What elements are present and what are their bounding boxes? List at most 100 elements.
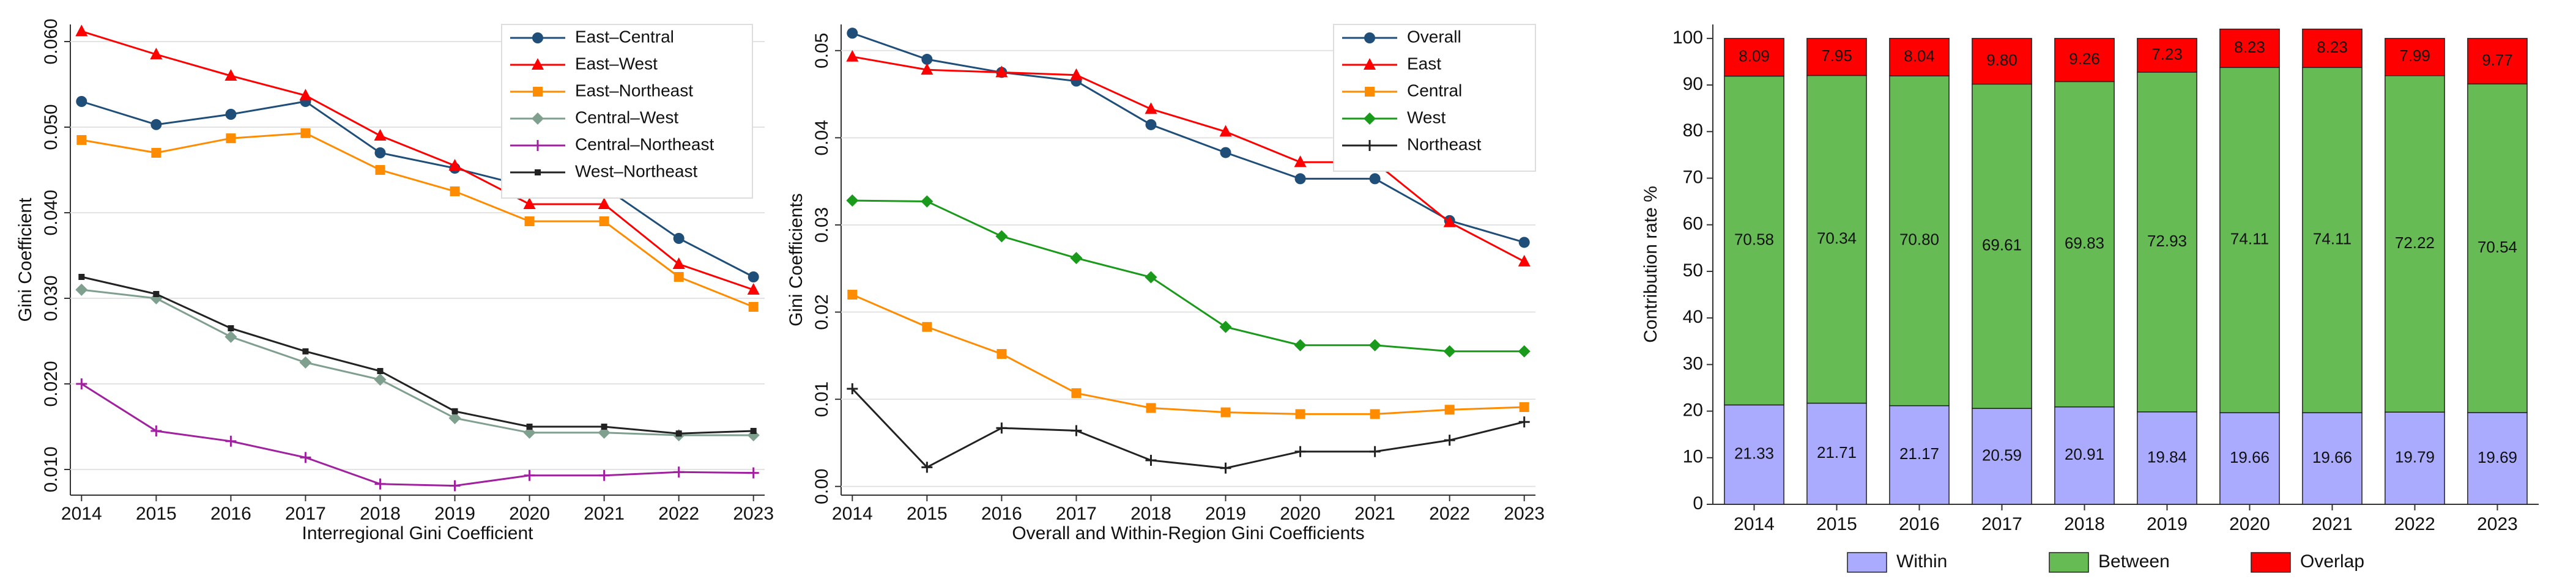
marker	[1519, 402, 1529, 412]
x-tick-label: 2018	[1130, 504, 1171, 524]
x-tick-label: 2018	[2064, 514, 2105, 534]
marker	[374, 129, 387, 141]
marker	[532, 112, 544, 125]
y-tick-label: 0.030	[41, 275, 61, 321]
bar-segment	[2385, 411, 2445, 505]
marker	[523, 197, 536, 209]
marker	[76, 96, 87, 107]
marker	[1364, 58, 1376, 70]
x-tick-label: 2020	[1280, 504, 1321, 524]
marker	[1070, 68, 1083, 80]
y-axis-title: Gini Coefficients	[786, 193, 806, 326]
marker	[921, 54, 933, 65]
x-tick-label: 2019	[1205, 504, 1246, 524]
marker	[598, 469, 610, 481]
legend-label: Northeast	[1407, 134, 1482, 153]
y-tick-label: 0.00	[812, 469, 832, 504]
marker	[1294, 173, 1306, 185]
legend-swatch	[2049, 552, 2089, 573]
marker	[997, 349, 1007, 359]
marker	[78, 274, 85, 280]
marker	[1295, 409, 1305, 419]
y-tick-label: 0.010	[41, 446, 61, 492]
bar-segment	[1889, 75, 1950, 407]
marker	[674, 272, 684, 282]
marker	[921, 462, 933, 473]
marker	[598, 197, 611, 209]
marker	[1294, 339, 1307, 351]
marker	[533, 87, 543, 97]
marker	[75, 24, 88, 37]
y-tick-label: 0.03	[812, 207, 832, 243]
value-label: 8.23	[2317, 38, 2348, 56]
marker	[450, 186, 460, 196]
marker	[532, 32, 543, 43]
value-label: 19.69	[2478, 448, 2517, 466]
marker	[76, 378, 87, 389]
line	[81, 100, 754, 278]
value-label: 8.09	[1739, 47, 1770, 65]
marker	[847, 290, 858, 300]
value-label: 7.99	[2399, 46, 2430, 65]
marker	[1443, 215, 1456, 227]
legend-box	[501, 24, 753, 199]
marker	[228, 325, 234, 331]
marker	[1368, 339, 1381, 351]
x-tick-label: 2015	[907, 504, 948, 524]
line	[852, 388, 1525, 469]
bar-segment	[2302, 412, 2363, 505]
marker	[1146, 403, 1156, 413]
y-tick-label: 0.02	[812, 294, 832, 329]
marker	[225, 69, 237, 81]
x-tick-label: 2015	[1816, 514, 1857, 534]
y-tick-label: 0.060	[41, 18, 61, 64]
marker	[1365, 87, 1375, 97]
x-axis-title: Interregional Gini Coefficient	[302, 523, 534, 543]
y-tick-label: 50	[1683, 260, 1703, 281]
marker	[1518, 416, 1530, 428]
x-tick-label: 2020	[509, 504, 550, 524]
bar-segment	[1889, 405, 1950, 505]
marker	[1145, 271, 1157, 284]
marker	[1070, 252, 1083, 265]
bar-segment	[1806, 38, 1867, 76]
line	[81, 383, 754, 487]
y-tick-label: 60	[1683, 214, 1703, 234]
bar-segment	[1972, 83, 2032, 409]
marker	[300, 128, 311, 138]
marker	[374, 147, 386, 158]
bar-segment	[2302, 67, 2363, 413]
x-tick-label: 2019	[434, 504, 475, 524]
x-tick-label: 2021	[2312, 514, 2353, 534]
marker	[1071, 388, 1082, 399]
x-tick-label: 2021	[1354, 504, 1395, 524]
marker	[1444, 435, 1455, 446]
marker	[299, 89, 312, 101]
x-tick-label: 2023	[1504, 504, 1545, 524]
marker	[300, 452, 311, 463]
y-tick-label: 90	[1683, 74, 1703, 94]
x-axis-title: Overall and Within-Region Gini Coefficie…	[1012, 523, 1364, 543]
legend-label: Overlap	[2300, 551, 2364, 572]
marker	[1219, 125, 1232, 137]
x-tick-label: 2022	[1429, 504, 1470, 524]
bar-segment	[2467, 38, 2528, 85]
y-tick-label: 70	[1683, 167, 1703, 187]
marker	[526, 424, 533, 430]
marker	[151, 148, 161, 158]
bar-segment	[2054, 406, 2115, 505]
marker	[150, 48, 163, 59]
marker	[299, 356, 312, 369]
line	[81, 276, 754, 435]
marker	[448, 159, 461, 171]
marker	[1370, 409, 1380, 419]
marker	[748, 302, 759, 312]
legend-label: East–Central	[575, 27, 674, 46]
bar-segment	[1806, 75, 1867, 404]
x-tick-label: 2016	[1899, 514, 1940, 534]
marker	[1219, 320, 1232, 333]
legend-box	[1333, 24, 1536, 172]
legend-label: Between	[2098, 551, 2170, 572]
legend-swatch	[2251, 552, 2291, 573]
value-label: 19.84	[2147, 447, 2187, 466]
